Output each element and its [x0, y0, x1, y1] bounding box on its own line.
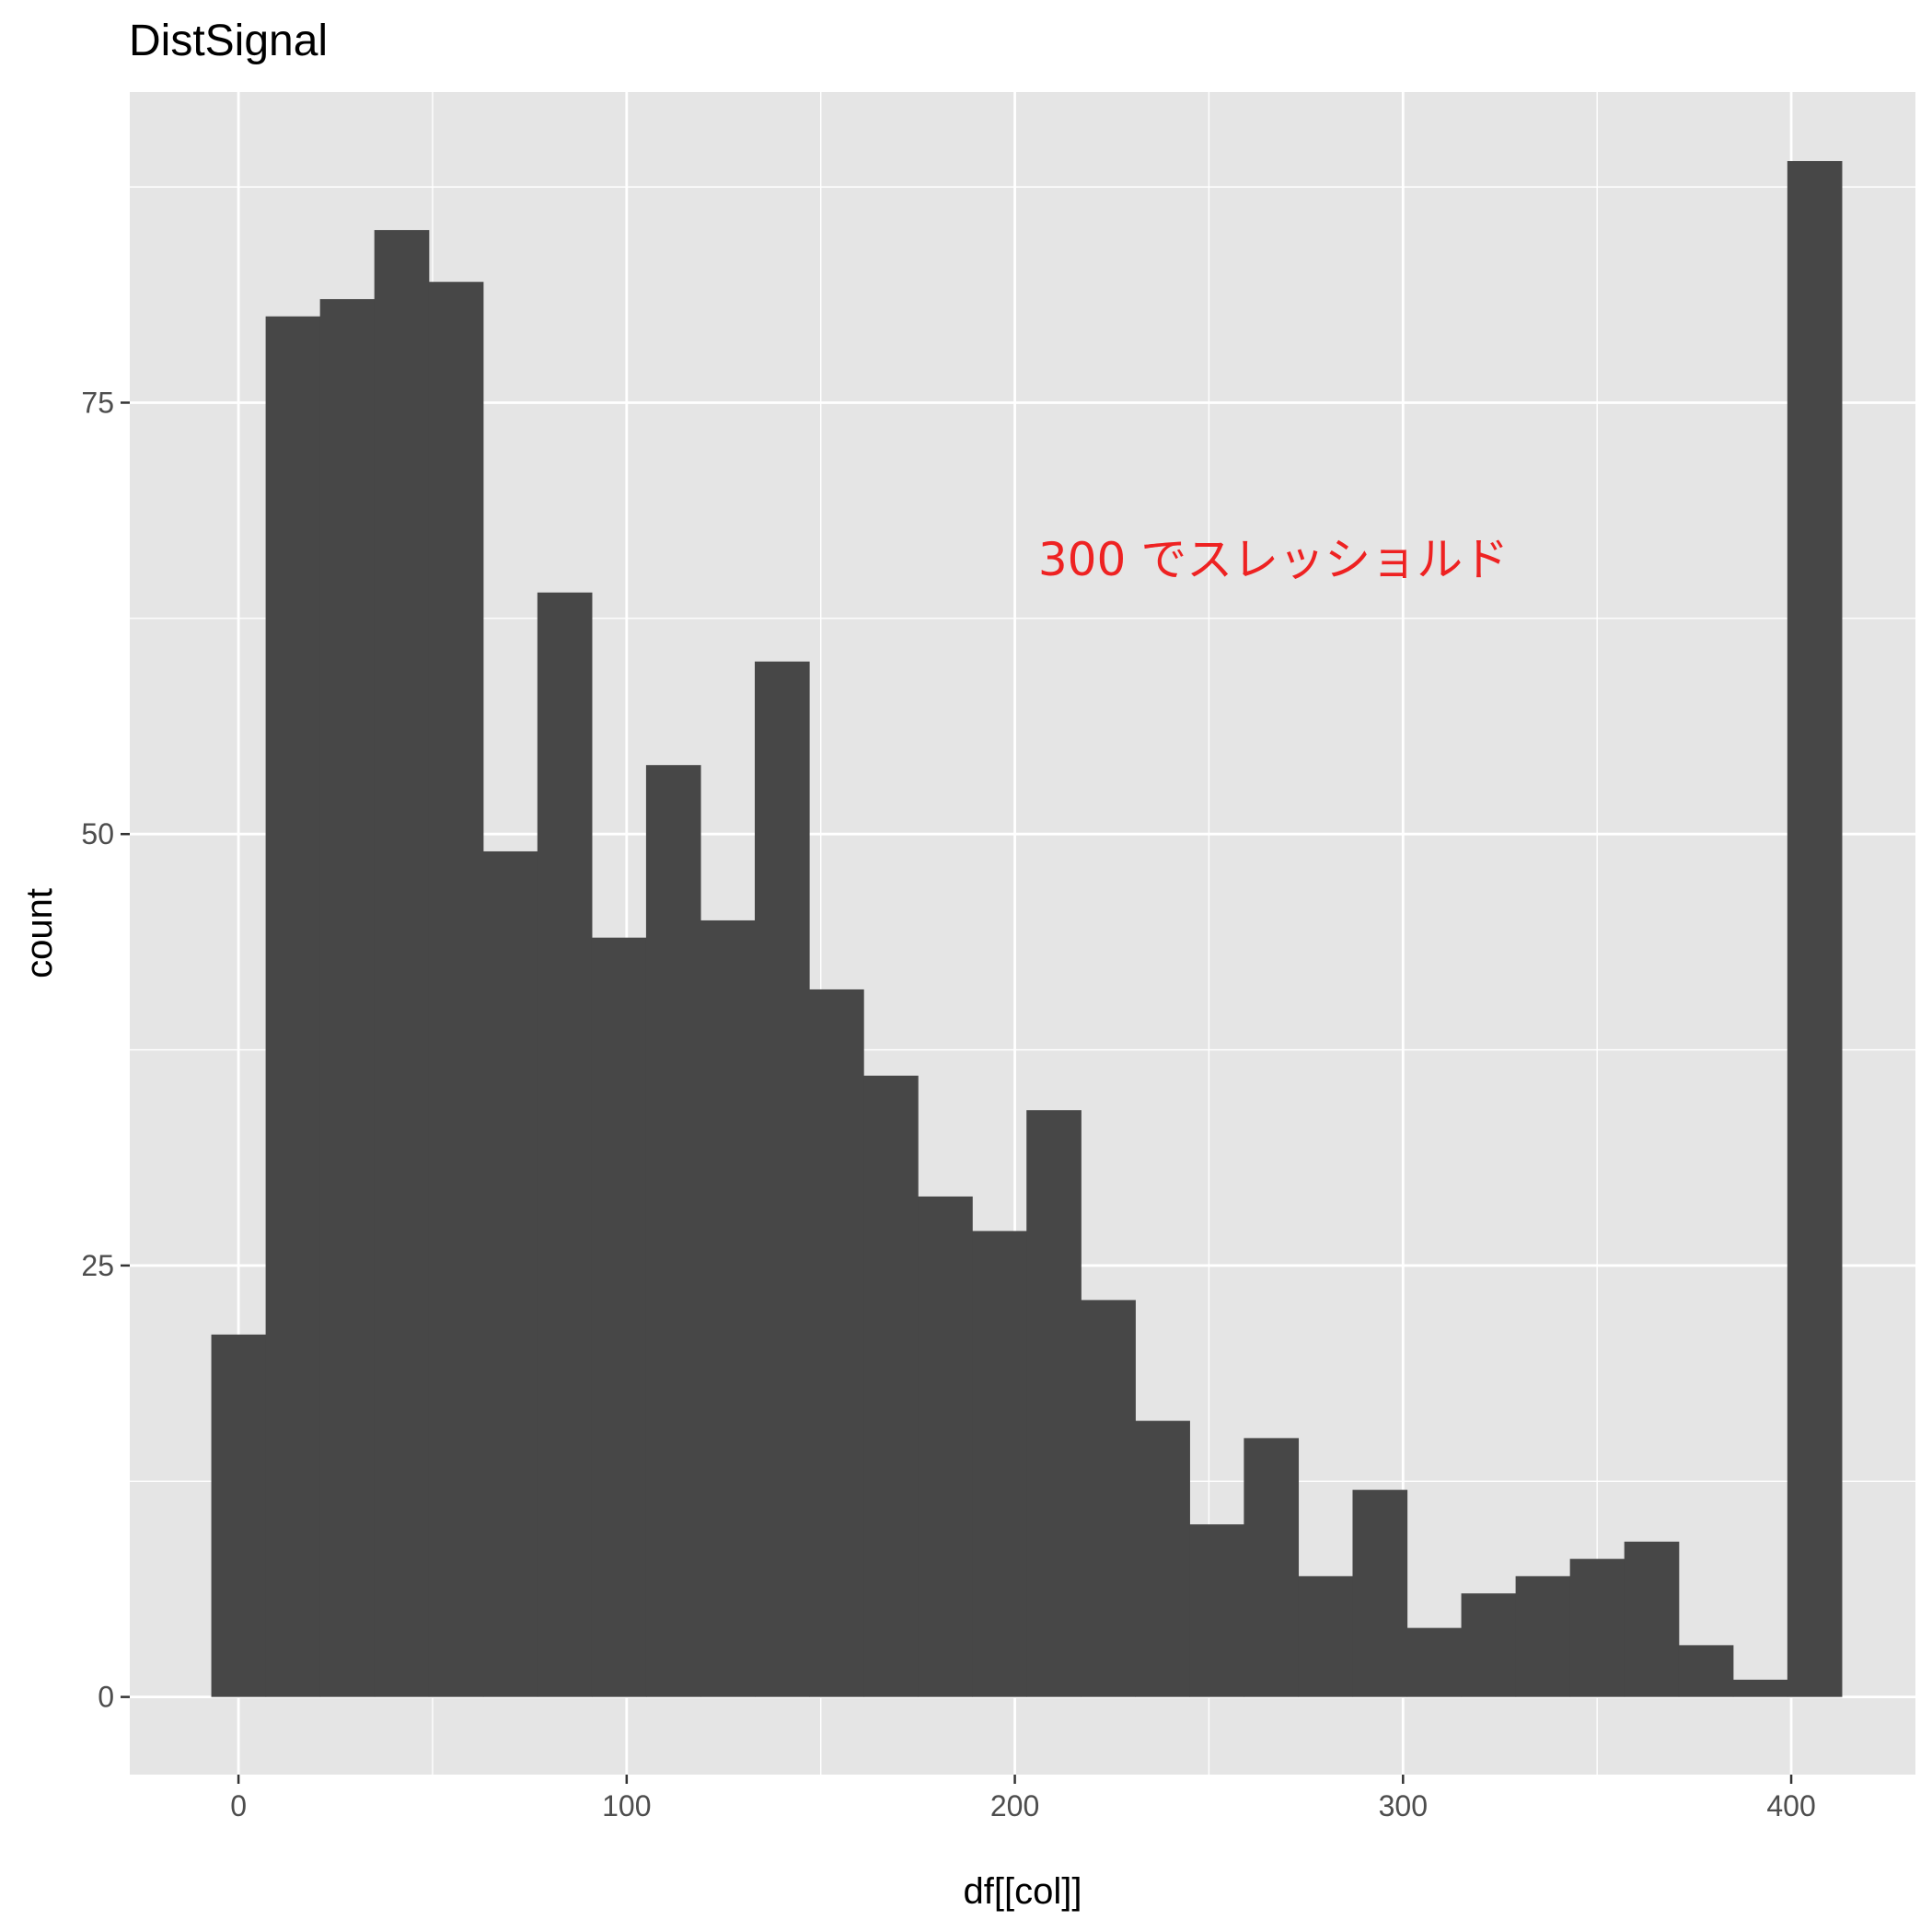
histogram-bar	[1461, 1593, 1517, 1697]
x-tick-label: 0	[230, 1789, 247, 1822]
chart-title: DistSignal	[129, 17, 328, 65]
y-tick-label: 25	[81, 1249, 114, 1282]
histogram-bar	[1515, 1576, 1571, 1697]
histogram-bar	[1624, 1541, 1680, 1697]
histogram-bar	[1026, 1110, 1082, 1697]
histogram-bar	[1081, 1300, 1136, 1697]
histogram-bar	[972, 1231, 1027, 1697]
x-tick-label: 200	[990, 1789, 1039, 1822]
x-tick-label: 400	[1766, 1789, 1815, 1822]
x-axis-title: df[[col]]	[964, 1871, 1082, 1912]
histogram-bar	[1787, 160, 1843, 1697]
y-axis-title: count	[19, 888, 60, 978]
histogram-bar	[1569, 1558, 1625, 1697]
histogram-bar	[1352, 1489, 1408, 1697]
threshold-annotation: 300 でスレッショルド	[1038, 533, 1509, 586]
histogram-bar	[1135, 1420, 1190, 1697]
histogram-bar	[918, 1196, 973, 1697]
histogram-bar	[700, 920, 756, 1697]
histogram-bar	[1678, 1645, 1734, 1697]
histogram-bar	[428, 282, 484, 1697]
histogram-bar	[1298, 1576, 1354, 1697]
histogram-bar	[1406, 1627, 1463, 1697]
x-tick-label: 100	[602, 1789, 651, 1822]
histogram-bar	[482, 850, 538, 1697]
y-tick-label: 75	[81, 386, 114, 419]
x-tick-label: 300	[1379, 1789, 1428, 1822]
histogram-bar	[863, 1075, 919, 1697]
histogram-bar	[645, 765, 701, 1697]
histogram-bar	[1189, 1524, 1244, 1697]
histogram-bar	[211, 1334, 267, 1697]
histogram-bar	[755, 661, 810, 1697]
y-tick-label: 50	[81, 817, 114, 850]
histogram-bar	[1244, 1438, 1300, 1697]
histogram-bar	[265, 316, 321, 1697]
histogram-bars	[211, 160, 1843, 1697]
histogram-bar	[591, 937, 647, 1697]
y-tick-label: 0	[98, 1681, 114, 1714]
histogram-bar	[537, 592, 593, 1697]
axis-ticks: 0 100 200 300 400 0 25 50 75	[81, 386, 1815, 1822]
histogram-bar	[374, 229, 430, 1697]
histogram-bar	[809, 989, 864, 1697]
histogram-bar	[1732, 1679, 1788, 1697]
histogram-bar	[319, 298, 376, 1697]
